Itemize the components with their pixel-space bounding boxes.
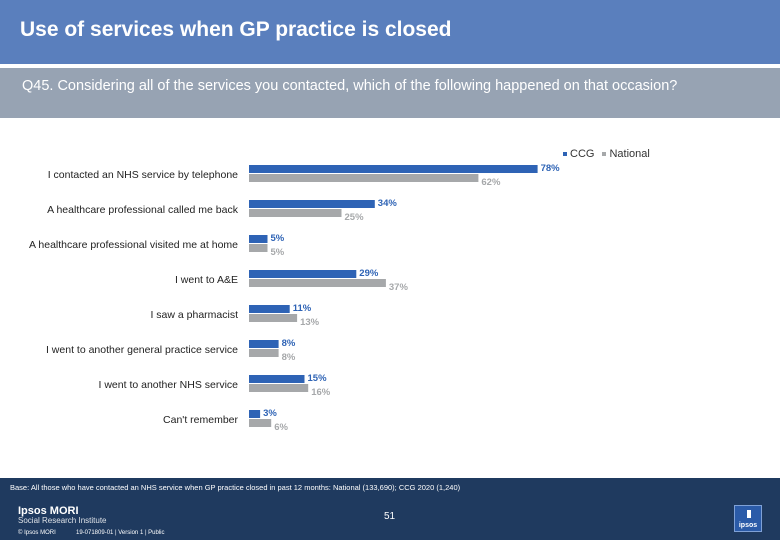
footer [0, 478, 780, 540]
category-label: I went to another general practice servi… [46, 344, 238, 356]
ipsos-mori-logo: Ipsos MORI Social Research Institute [18, 506, 107, 526]
bar-ccg [249, 305, 290, 313]
data-label-national: 62% [481, 177, 501, 188]
data-label-ccg: 15% [308, 373, 328, 384]
data-label-national: 8% [282, 352, 296, 363]
bar-national [249, 314, 298, 322]
bar-ccg [249, 165, 538, 173]
data-label-national: 25% [345, 212, 365, 223]
category-label: I contacted an NHS service by telephone [48, 169, 238, 181]
job-number: 19-071809-01 | Version 1 | Public [76, 530, 165, 536]
copyright: © Ipsos MORI [18, 530, 56, 536]
data-label-national: 16% [311, 387, 331, 398]
legend-label-ccg: CCG [570, 148, 595, 160]
badge-text: ipsos [738, 522, 758, 529]
bar-national [249, 244, 268, 252]
category-label: Can't remember [163, 414, 238, 426]
bar-ccg [249, 340, 279, 348]
question-text: Q45. Considering all of the services you… [22, 78, 678, 94]
page-number: 51 [384, 511, 396, 522]
data-label-ccg: 5% [271, 233, 285, 244]
bar-national [249, 174, 479, 182]
bar-ccg [249, 235, 268, 243]
bar-national [249, 384, 309, 392]
question-bar: Q45. Considering all of the services you… [0, 68, 780, 118]
data-label-national: 37% [389, 282, 409, 293]
title-bar: Use of services when GP practice is clos… [0, 0, 780, 64]
data-label-national: 5% [271, 247, 285, 258]
legend-label-national: National [609, 148, 650, 160]
logo-sub: Social Research Institute [18, 516, 107, 525]
logo-brand: Ipsos MORI [18, 505, 79, 517]
data-label-ccg: 3% [263, 408, 277, 419]
legend-item-national: National [602, 148, 650, 160]
data-label-ccg: 78% [541, 163, 561, 174]
data-label-ccg: 34% [378, 198, 398, 209]
category-label: A healthcare professional called me back [47, 204, 239, 216]
data-label-ccg: 29% [359, 268, 379, 279]
slide-title: Use of services when GP practice is clos… [20, 18, 452, 41]
data-label-ccg: 8% [282, 338, 296, 349]
bar-national [249, 209, 342, 217]
data-label-national: 13% [300, 317, 320, 328]
legend-swatch-national [602, 152, 607, 156]
bar-ccg [249, 200, 375, 208]
bar-national [249, 349, 279, 357]
legend-swatch-ccg [563, 152, 567, 156]
category-label: I went to A&E [175, 274, 238, 286]
category-label: A healthcare professional visited me at … [29, 239, 238, 251]
bar-ccg [249, 270, 357, 278]
bar-ccg [249, 410, 261, 418]
category-label: I saw a pharmacist [150, 309, 238, 321]
data-label-national: 6% [274, 422, 288, 433]
bar-ccg [249, 375, 305, 383]
badge-mark-icon [747, 510, 751, 518]
chart-legend: CCG National [563, 148, 650, 160]
ipsos-badge-icon: ipsos [734, 505, 762, 532]
bar-national [249, 419, 272, 427]
legend-item-ccg: CCG [563, 148, 594, 160]
category-label: I went to another NHS service [99, 379, 239, 391]
bar-national [249, 279, 386, 287]
data-label-ccg: 11% [293, 303, 312, 314]
base-footnote: Base: All those who have contacted an NH… [10, 483, 461, 492]
